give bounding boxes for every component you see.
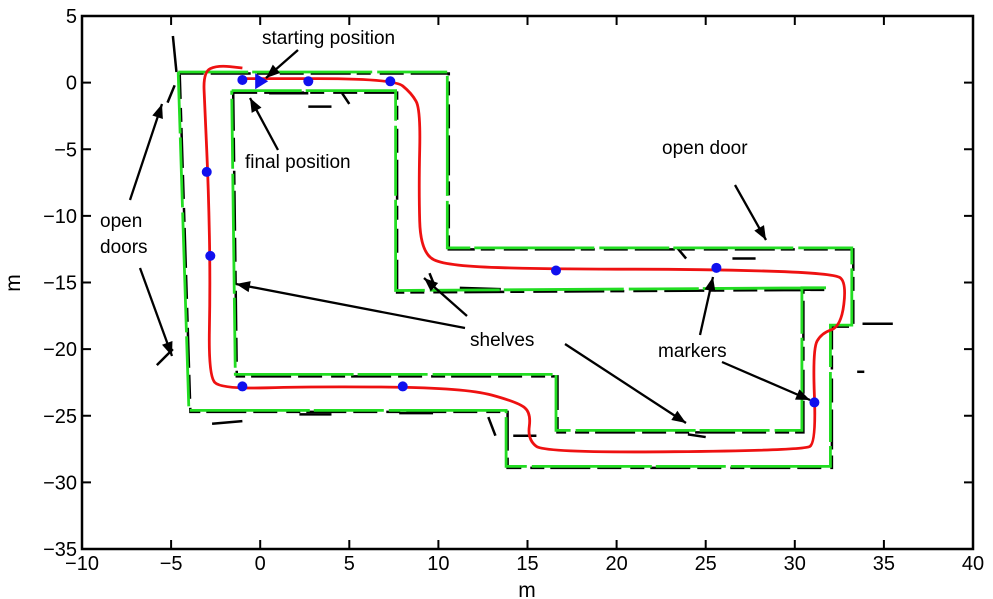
y-tick-label: 5 xyxy=(66,6,77,28)
y-tick-label: −20 xyxy=(43,339,77,361)
y-axis-label: m xyxy=(2,274,25,292)
x-tick-label: −5 xyxy=(160,553,183,575)
scan-clutter-segment xyxy=(166,84,176,104)
marker-layer xyxy=(201,73,820,408)
scan-inner-walls xyxy=(231,91,829,434)
arrow-open-door-right-head xyxy=(754,225,766,240)
arrow-shelves-right-head xyxy=(671,410,686,423)
y-tick-label: −35 xyxy=(43,539,77,561)
marker-point xyxy=(201,166,212,177)
map-wall-0 xyxy=(176,70,854,468)
scan-clutter-segment xyxy=(171,35,178,73)
arrow-starting-position-head xyxy=(266,64,281,78)
y-tick-label: −5 xyxy=(54,139,77,161)
annotation-starting-position: starting position xyxy=(262,28,395,49)
x-tick-label: 40 xyxy=(962,553,984,575)
scan-clutter-segment xyxy=(487,416,497,437)
x-tick-label: 30 xyxy=(784,553,806,575)
y-tick-label: −15 xyxy=(43,273,77,295)
annotation-final-position: final position xyxy=(245,152,351,173)
arrow-shelves-mid-head xyxy=(424,278,439,292)
marker-point xyxy=(205,250,216,261)
marker-point xyxy=(237,74,248,85)
annotation-arrows xyxy=(128,49,811,424)
x-tick-label: 20 xyxy=(605,553,627,575)
arrow-markers-lower-head xyxy=(795,389,810,400)
arrow-markers-upper-head xyxy=(704,277,716,292)
annotation-open-door: open door xyxy=(662,138,748,159)
marker-point xyxy=(237,381,248,392)
y-tick-label: −10 xyxy=(43,206,77,228)
marker-point xyxy=(385,76,396,87)
arrow-open-door-top-head xyxy=(152,104,163,119)
laser-scan-segments xyxy=(155,35,893,470)
annotation-shelves: shelves xyxy=(470,330,534,351)
scan-clutter-segment xyxy=(211,419,243,425)
arrow-open-door-top xyxy=(128,103,164,201)
arrow-markers-lower xyxy=(721,360,811,402)
arrow-open-door-bottom-head xyxy=(162,341,173,356)
marker-point xyxy=(711,262,722,273)
x-tick-label: 35 xyxy=(873,553,895,575)
arrow-shelves-right xyxy=(564,343,687,424)
map-wall-1 xyxy=(230,89,827,432)
robot-trajectory xyxy=(202,64,846,454)
x-axis-label: m xyxy=(518,579,536,599)
scan-outer-walls xyxy=(178,72,855,470)
arrow-shelves-left-head xyxy=(236,281,251,293)
y-tick-label: −25 xyxy=(43,406,77,428)
arrow-final-position-head xyxy=(250,98,262,113)
axis-ticks: −10 −5 0 5 10 15 20 25 30 35 40 5 0 −5 −10 −15 −20 −25 −30… xyxy=(43,6,984,575)
x-tick-label: −10 xyxy=(65,553,99,575)
y-tick-label: 0 xyxy=(66,73,77,95)
scan-clutter-segment xyxy=(341,92,351,105)
x-tick-label: 0 xyxy=(255,553,266,575)
annotation-open-doors-line1: open xyxy=(100,211,142,232)
marker-point xyxy=(303,76,314,87)
x-tick-label: 5 xyxy=(344,553,355,575)
marker-point xyxy=(809,397,820,408)
x-tick-label: 10 xyxy=(427,553,449,575)
marker-point xyxy=(551,265,562,276)
x-tick-label: 25 xyxy=(695,553,717,575)
arrow-shelves-left xyxy=(235,282,466,330)
x-tick-label: 15 xyxy=(516,553,538,575)
scan-clutter-segment xyxy=(687,433,706,439)
marker-point xyxy=(397,381,408,392)
scan-clutter-segment xyxy=(676,247,688,260)
annotation-open-doors-line2: doors xyxy=(100,237,148,258)
annotation-markers: markers xyxy=(658,341,727,362)
series-layer xyxy=(176,64,854,468)
arrow-open-door-bottom xyxy=(138,267,174,357)
start-position-triangle xyxy=(255,73,269,90)
y-tick-label: −30 xyxy=(43,472,77,494)
